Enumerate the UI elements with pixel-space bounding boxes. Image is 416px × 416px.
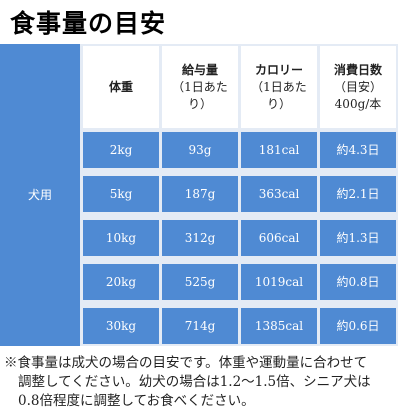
data-cell: 約0.6日 bbox=[320, 308, 396, 344]
data-cell: 606cal bbox=[241, 220, 317, 256]
header-text: り） bbox=[187, 96, 212, 111]
data-cell: 714g bbox=[162, 308, 238, 344]
data-cell: 181cal bbox=[241, 132, 317, 168]
data-cell: 2kg bbox=[83, 132, 159, 168]
data-cell: 1385cal bbox=[241, 308, 317, 344]
note-line: 調整してください。幼犬の場合は1.2〜1.5倍、シニア犬は bbox=[18, 374, 371, 390]
note-line: 0.8倍程度に調整してお食べください。 bbox=[18, 393, 255, 409]
header-text: 400g/本 bbox=[334, 96, 382, 111]
data-cell: 525g bbox=[162, 264, 238, 300]
header-text: （1日あた bbox=[172, 79, 228, 94]
header-cell: 給与量 （1日あたり） bbox=[162, 46, 238, 128]
data-cell: 約0.8日 bbox=[320, 264, 396, 300]
header-text: 消費日数 bbox=[333, 62, 382, 77]
note: ※食事量は成犬の場合の目安です。体重や運動量に合わせて調整してください。幼犬の場… bbox=[4, 354, 371, 411]
group-label: 犬用 bbox=[0, 44, 80, 346]
header-cell: 体重 bbox=[83, 46, 159, 128]
data-cell: 187g bbox=[162, 176, 238, 212]
header-cell: カロリー （1日あたり） bbox=[241, 46, 317, 128]
header-text: （1日あた bbox=[251, 79, 307, 94]
header-text: り） bbox=[266, 96, 291, 111]
data-cell: 約1.3日 bbox=[320, 220, 396, 256]
header-text: カロリー bbox=[254, 62, 303, 77]
header-text: （目安） bbox=[333, 79, 382, 94]
data-cell: 312g bbox=[162, 220, 238, 256]
header-text: 体重 bbox=[108, 79, 133, 94]
header-cell: 消費日数 （目安） 400g/本 bbox=[320, 46, 396, 128]
data-cell: 93g bbox=[162, 132, 238, 168]
data-cell: 10kg bbox=[83, 220, 159, 256]
data-cell: 1019cal bbox=[241, 264, 317, 300]
data-cell: 30kg bbox=[83, 308, 159, 344]
title: 食事量の目安 bbox=[10, 9, 167, 38]
data-cell: 363cal bbox=[241, 176, 317, 212]
data-cell: 20kg bbox=[83, 264, 159, 300]
data-cell: 約4.3日 bbox=[320, 132, 396, 168]
table: 犬用 体重 給与量 （1日あたり） カロリー （1日あたり） 消費日数 （目安） 400g/本… bbox=[0, 44, 398, 346]
data-cell: 約2.1日 bbox=[320, 176, 396, 212]
header-text: 給与量 bbox=[181, 62, 218, 77]
note-line: ※食事量は成犬の場合の目安です。体重や運動量に合わせて bbox=[4, 355, 368, 371]
data-cell: 5kg bbox=[83, 176, 159, 212]
